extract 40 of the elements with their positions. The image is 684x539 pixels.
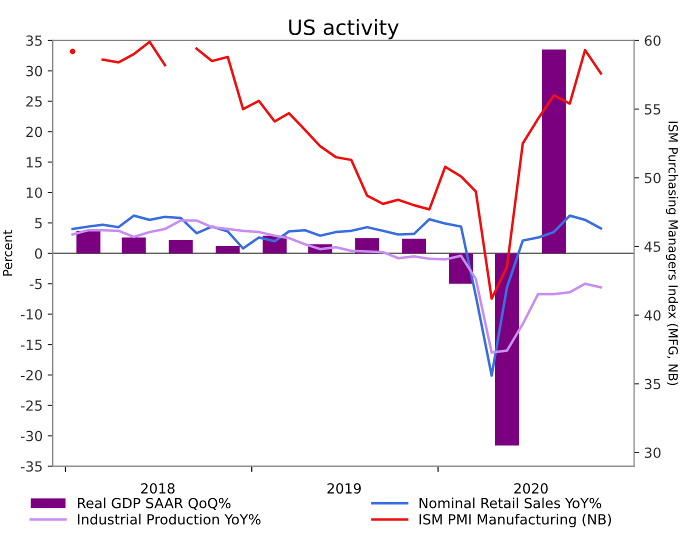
y2-tick-label: 55 bbox=[644, 104, 660, 115]
y2-tick-label: 35 bbox=[644, 378, 660, 390]
y-tick-label: 20 bbox=[26, 126, 42, 138]
y2-tick-label: 40 bbox=[644, 310, 661, 321]
line-series bbox=[71, 214, 602, 377]
y-tick-label: 30 bbox=[26, 66, 42, 76]
bar bbox=[122, 238, 146, 254]
y-tick-label: 0 bbox=[35, 248, 42, 259]
bar bbox=[216, 246, 240, 254]
y-tick-label: -15 bbox=[20, 340, 42, 350]
legend-label: Real GDP SAAR QoQ% bbox=[78, 498, 231, 510]
y-tick-label: -35 bbox=[20, 461, 42, 472]
bar bbox=[402, 238, 426, 254]
y-tick-label: -5 bbox=[30, 278, 42, 290]
chart-title: US activity bbox=[289, 19, 399, 40]
y2-tick-label: 60 bbox=[644, 35, 661, 46]
y-tick-label: -10 bbox=[20, 309, 42, 320]
y-tick-label: 10 bbox=[26, 187, 42, 198]
y2-axis-title: ISM Purchasing Managers Index (MFG, NB) bbox=[666, 122, 678, 386]
y-tick-label: 35 bbox=[26, 35, 42, 46]
x-tick-label: 2019 bbox=[327, 483, 361, 494]
y-tick-label: 25 bbox=[26, 96, 42, 107]
y2-tick-label: 50 bbox=[644, 172, 661, 184]
legend-label: ISM PMI Manufacturing (NB) bbox=[420, 514, 611, 528]
y-tick-label: 5 bbox=[35, 218, 42, 228]
bar bbox=[76, 230, 100, 254]
y-tick-label: 15 bbox=[26, 157, 42, 168]
y-tick-label: -30 bbox=[20, 430, 42, 442]
y-axis-title: Percent bbox=[2, 230, 12, 276]
y-tick-label: -25 bbox=[20, 400, 42, 411]
y-tick-label: -20 bbox=[20, 370, 42, 380]
y2-tick-label: 45 bbox=[644, 242, 660, 252]
y2-tick-label: 30 bbox=[644, 447, 661, 458]
legend-label: Nominal Retail Sales YoY% bbox=[420, 498, 602, 508]
legend-label: Industrial Production YoY% bbox=[78, 514, 261, 525]
x-tick-label: 2020 bbox=[514, 483, 548, 494]
x-tick-label: 2018 bbox=[141, 483, 175, 494]
line-series bbox=[71, 219, 602, 354]
bar bbox=[168, 240, 193, 254]
bar bbox=[542, 50, 566, 254]
